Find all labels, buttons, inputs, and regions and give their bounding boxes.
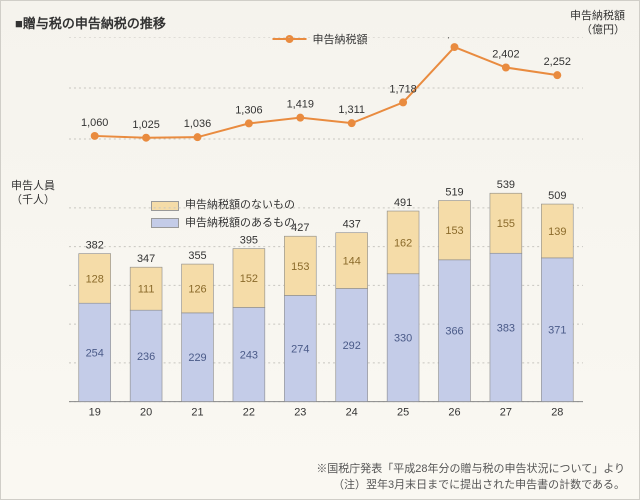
footnote: ※国税庁発表「平成28年分の贈与税の申告状況について」より （注）翌年3月末日ま… — [316, 462, 625, 493]
svg-text:24: 24 — [346, 407, 358, 419]
svg-text:152: 152 — [240, 273, 258, 285]
footnote-l1: ※国税庁発表「平成28年分の贈与税の申告状況について」より — [316, 463, 625, 475]
left-axis-title: 申告人員 （千人） — [11, 179, 55, 208]
svg-text:20: 20 — [140, 407, 152, 419]
svg-text:22: 22 — [243, 407, 255, 419]
svg-text:366: 366 — [445, 326, 463, 338]
svg-text:1,311: 1,311 — [338, 104, 365, 116]
svg-text:153: 153 — [291, 261, 309, 273]
svg-text:1,036: 1,036 — [184, 118, 211, 130]
left-axis-title-l1: 申告人員 — [11, 180, 55, 192]
plot-area: 1,0002,0003,0001,0601,0251,0361,3061,419… — [69, 37, 583, 419]
svg-text:254: 254 — [86, 347, 104, 359]
svg-text:539: 539 — [497, 179, 515, 191]
svg-text:243: 243 — [240, 350, 258, 362]
svg-text:139: 139 — [548, 226, 566, 238]
svg-text:19: 19 — [89, 407, 101, 419]
right-axis-title-l1: 申告納税額 — [570, 10, 625, 22]
svg-text:395: 395 — [240, 235, 258, 247]
chart-container: ■贈与税の申告納税の推移 申告納税額 （億円） 申告納税額 申告人員 （千人） … — [0, 0, 640, 500]
svg-text:236: 236 — [137, 351, 155, 363]
svg-text:330: 330 — [394, 333, 412, 345]
svg-text:427: 427 — [291, 222, 309, 234]
svg-text:2,402: 2,402 — [492, 49, 519, 61]
svg-text:509: 509 — [548, 190, 566, 202]
svg-text:437: 437 — [343, 219, 361, 231]
svg-text:2,252: 2,252 — [544, 56, 571, 68]
svg-text:111: 111 — [138, 284, 155, 296]
footnote-l2: （注）翌年3月末日までに提出された申告書の計数である。 — [333, 479, 625, 491]
chart-title: ■贈与税の申告納税の推移 — [15, 13, 625, 32]
svg-text:1,718: 1,718 — [389, 83, 416, 95]
svg-text:23: 23 — [294, 407, 306, 419]
svg-text:229: 229 — [188, 352, 206, 364]
svg-text:1,306: 1,306 — [235, 104, 262, 116]
svg-text:162: 162 — [394, 237, 412, 249]
svg-text:274: 274 — [291, 343, 309, 355]
svg-text:382: 382 — [86, 240, 104, 252]
svg-text:144: 144 — [343, 256, 361, 268]
svg-text:1,025: 1,025 — [132, 119, 159, 131]
svg-text:126: 126 — [188, 283, 206, 295]
svg-text:1,060: 1,060 — [81, 117, 108, 129]
svg-text:128: 128 — [86, 273, 104, 285]
svg-text:25: 25 — [397, 407, 409, 419]
right-axis-title: 申告納税額 （億円） — [570, 9, 625, 38]
plot-svg: 1,0002,0003,0001,0601,0251,0361,3061,419… — [69, 37, 583, 420]
svg-text:2,803: 2,803 — [441, 37, 468, 40]
svg-text:153: 153 — [445, 225, 463, 237]
svg-text:1,419: 1,419 — [287, 99, 314, 111]
svg-text:28: 28 — [551, 407, 563, 419]
svg-text:371: 371 — [548, 325, 566, 337]
right-axis-title-l2: （億円） — [581, 24, 625, 36]
svg-text:519: 519 — [445, 187, 463, 199]
svg-text:347: 347 — [137, 253, 155, 265]
svg-text:491: 491 — [394, 197, 412, 209]
svg-text:27: 27 — [500, 407, 512, 419]
svg-text:355: 355 — [188, 250, 206, 262]
svg-text:383: 383 — [497, 322, 515, 334]
svg-text:292: 292 — [343, 340, 361, 352]
svg-text:155: 155 — [497, 218, 515, 230]
left-axis-title-l2: （千人） — [11, 194, 55, 206]
svg-text:26: 26 — [448, 407, 460, 419]
svg-text:21: 21 — [191, 407, 203, 419]
